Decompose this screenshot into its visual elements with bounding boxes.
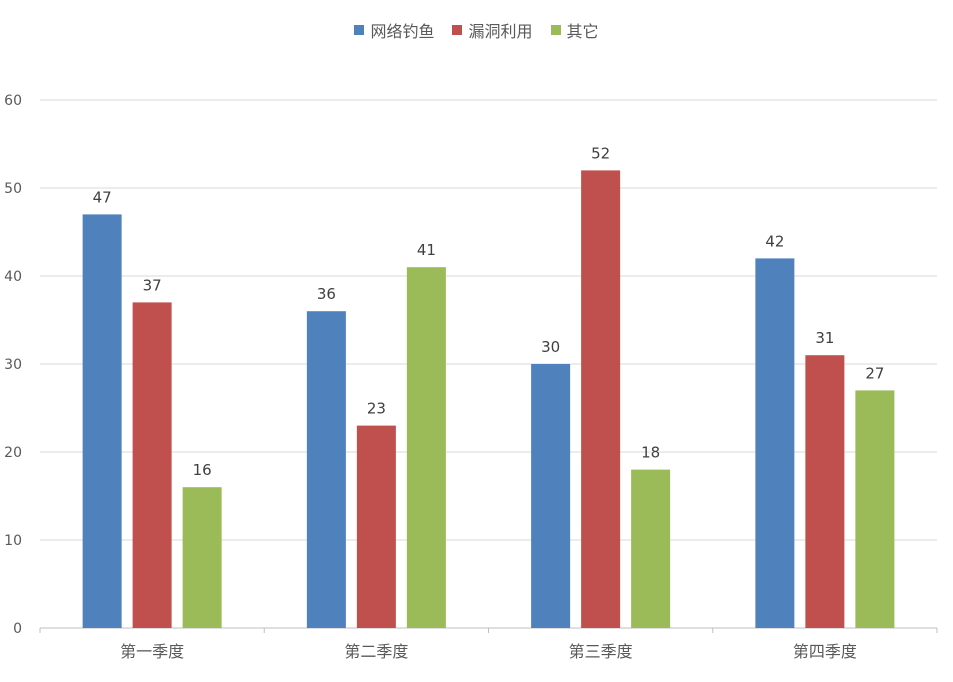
data-label-2-0: 16 (193, 461, 212, 479)
legend-item-0: 网络钓鱼 (354, 18, 434, 42)
x-tick-label-1: 第二季度 (344, 642, 408, 661)
data-label-1-2: 52 (591, 144, 610, 162)
y-tick-label-3: 30 (4, 357, 22, 373)
bar-0-1 (306, 311, 346, 628)
legend-label-2: 其它 (566, 22, 599, 41)
legend-swatch-0 (354, 25, 365, 35)
y-tick-label-5: 50 (4, 181, 22, 197)
bar-1-2 (581, 170, 621, 628)
bar-0-2 (531, 364, 571, 628)
bar-2-1 (406, 267, 446, 628)
bar-1-1 (356, 425, 396, 628)
data-label-1-3: 31 (815, 329, 834, 347)
bar-0-3 (755, 258, 795, 628)
x-tick-label-0: 第一季度 (120, 642, 184, 661)
y-tick-label-6: 60 (4, 93, 22, 109)
y-tick-label-2: 20 (4, 445, 22, 461)
data-label-0-0: 47 (93, 188, 112, 206)
bar-0-0 (82, 214, 122, 628)
bar-2-3 (855, 390, 895, 628)
bar-1-3 (805, 355, 845, 628)
bar-1-0 (132, 302, 172, 628)
x-tick-label-2: 第三季度 (569, 642, 633, 661)
legend-swatch-1 (452, 25, 463, 35)
data-label-0-1: 36 (317, 285, 336, 303)
data-label-1-1: 23 (367, 400, 386, 418)
legend-label-1: 漏洞利用 (468, 22, 533, 41)
data-label-0-2: 30 (541, 338, 560, 356)
bar-2-0 (182, 487, 222, 628)
data-label-1-0: 37 (143, 276, 162, 294)
legend-swatch-2 (550, 25, 561, 35)
bar-2-2 (631, 469, 671, 628)
legend: 网络钓鱼 漏洞利用 其它 (0, 18, 953, 42)
legend-item-2: 其它 (550, 18, 599, 42)
x-tick-label-3: 第四季度 (793, 642, 857, 661)
data-label-2-2: 18 (641, 444, 660, 462)
data-label-2-3: 27 (865, 364, 884, 382)
data-label-2-1: 41 (417, 241, 436, 259)
y-tick-label-1: 10 (4, 533, 22, 549)
data-label-0-3: 42 (765, 232, 784, 250)
legend-label-0: 网络钓鱼 (370, 22, 435, 41)
y-tick-label-0: 0 (13, 621, 22, 637)
legend-item-1: 漏洞利用 (452, 18, 533, 42)
y-tick-label-4: 40 (4, 269, 22, 285)
